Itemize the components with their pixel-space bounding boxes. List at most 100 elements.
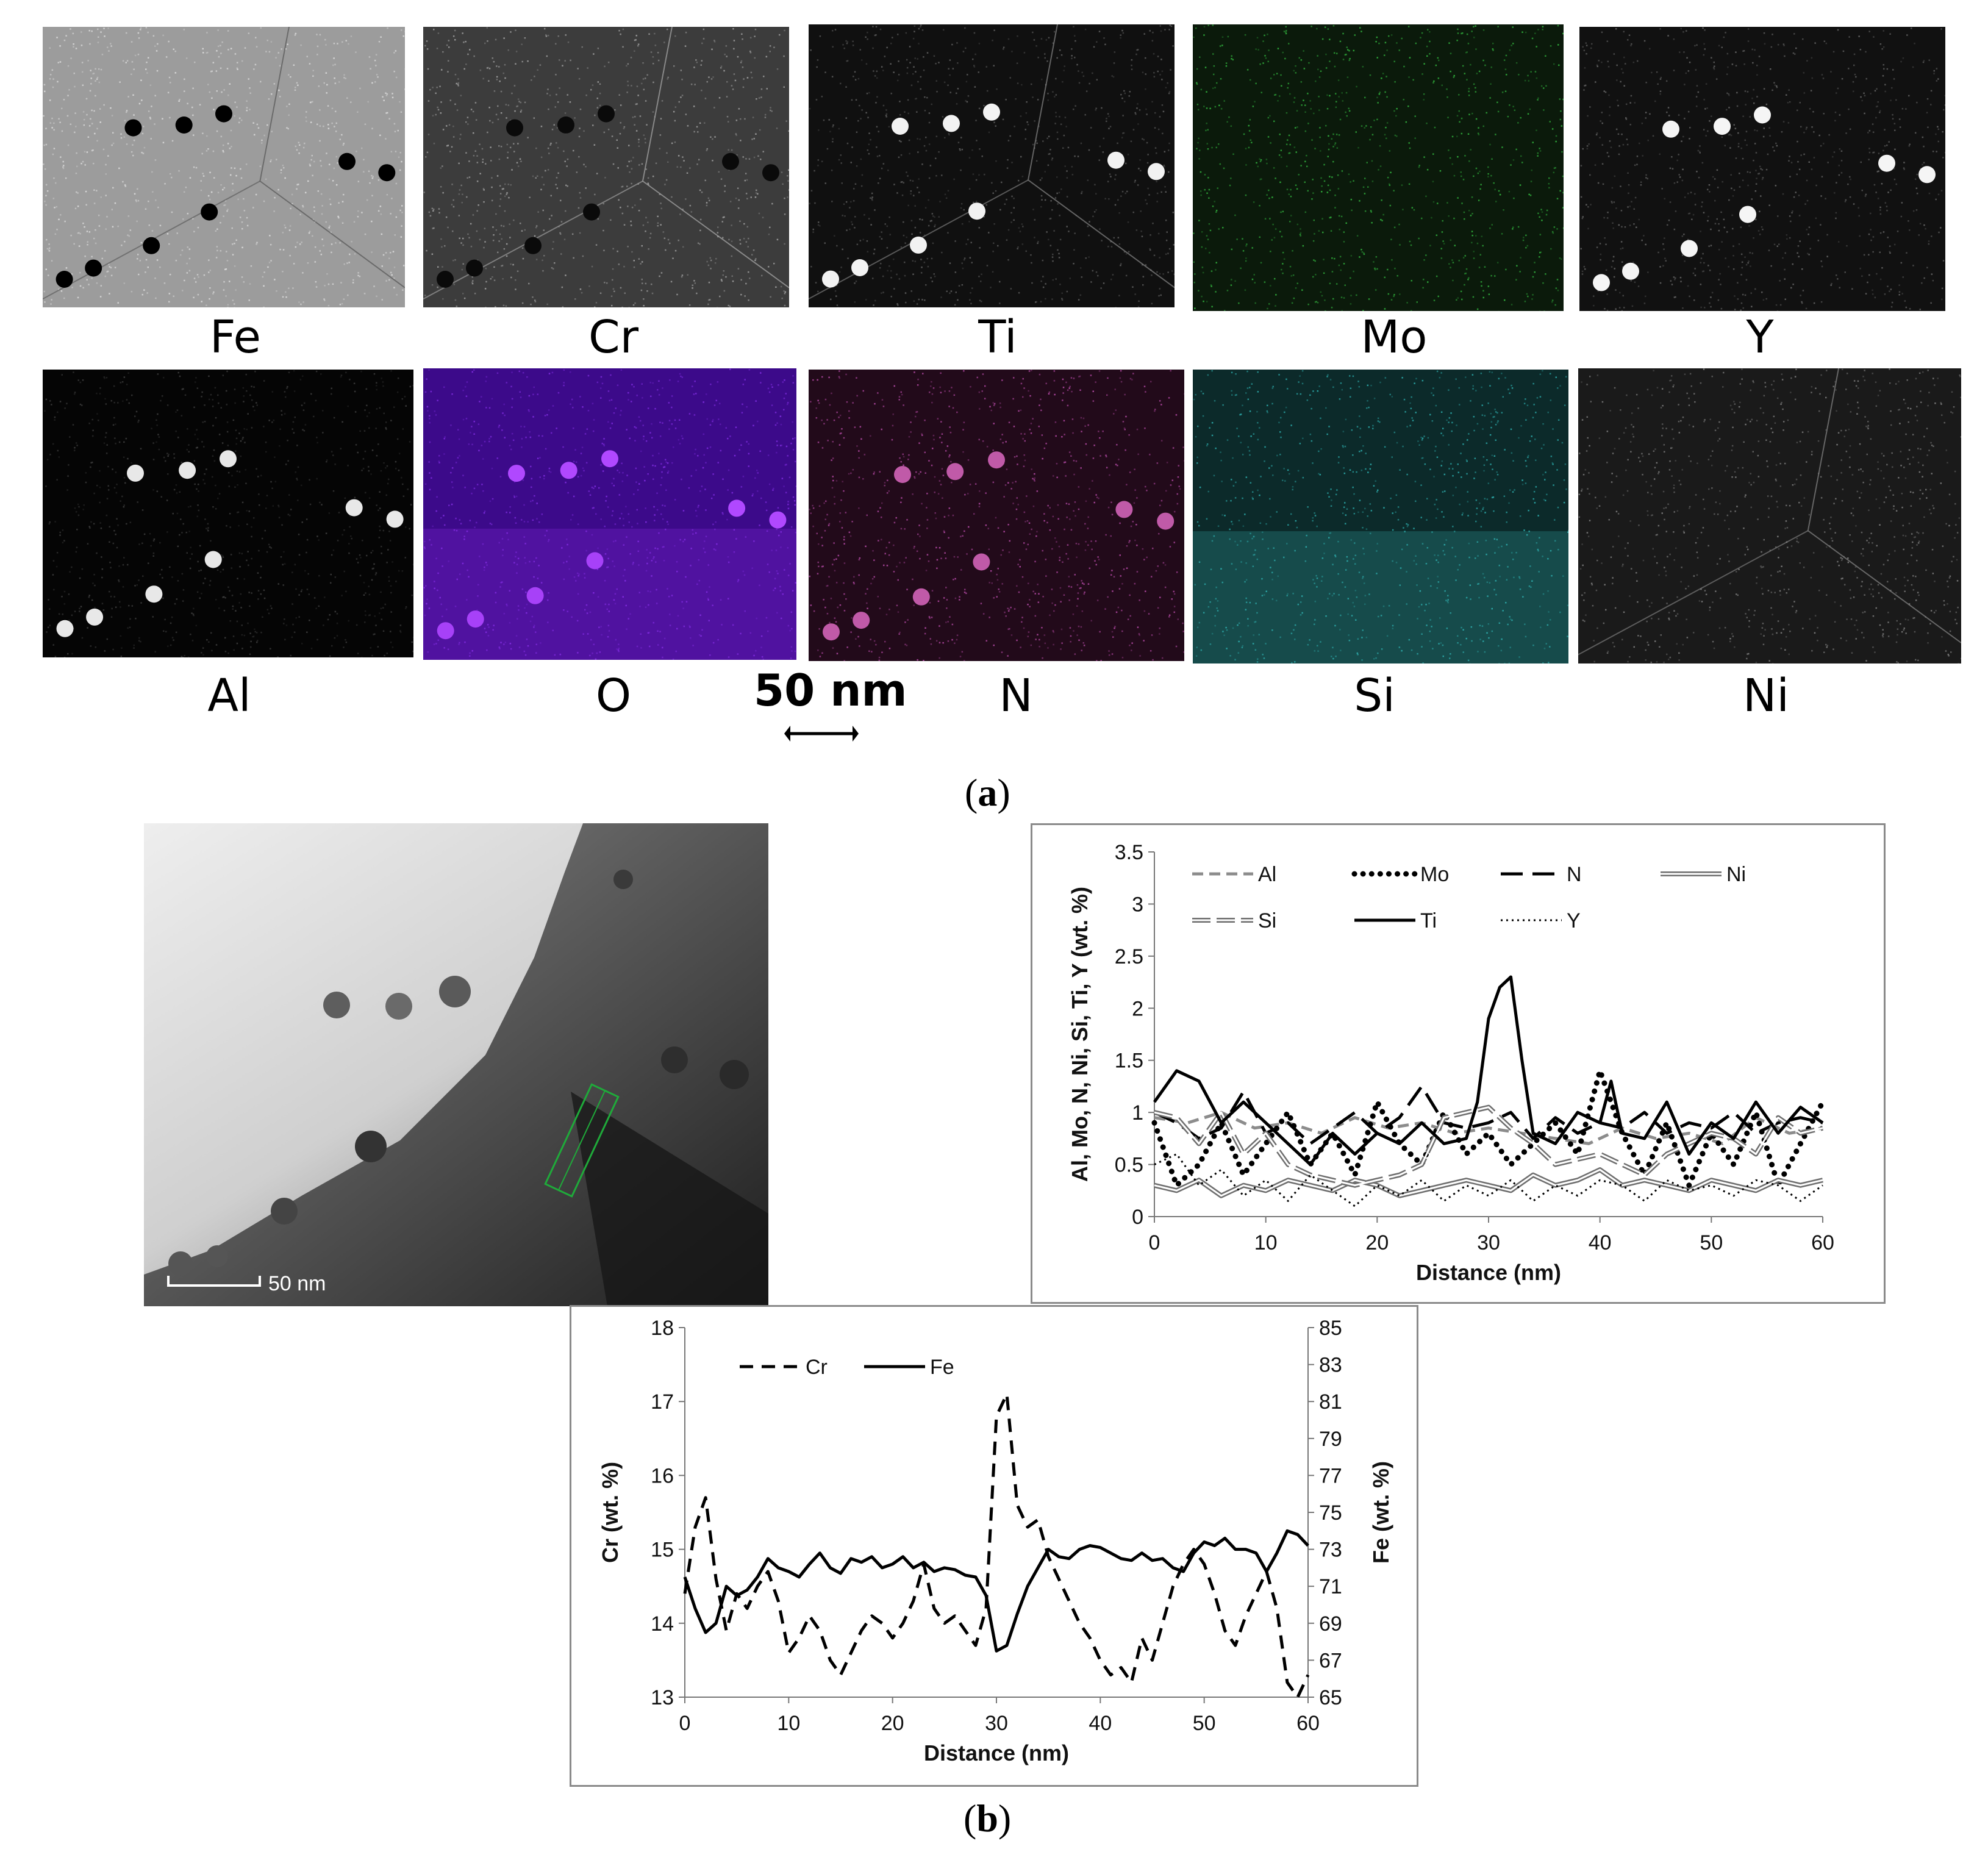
n-map-image — [809, 370, 1184, 661]
map-svg — [43, 27, 405, 307]
legend-label-ni: Ni — [1726, 863, 1746, 886]
element-label-al: Al — [207, 670, 251, 722]
scale-bar — [784, 726, 859, 742]
particle — [586, 552, 604, 570]
caption-close-paren: ) — [998, 1797, 1012, 1840]
particle — [601, 450, 618, 468]
particle — [437, 622, 454, 640]
cr-map-image — [423, 27, 789, 307]
particle — [988, 451, 1005, 469]
particle — [437, 271, 454, 288]
particle — [1157, 512, 1175, 530]
particle — [973, 553, 990, 571]
y-right-tick-label: 69 — [1319, 1612, 1342, 1636]
o-map-image — [423, 368, 796, 660]
caption-open-paren: ( — [965, 771, 978, 814]
particle — [853, 612, 870, 629]
element-label-ti: Ti — [978, 311, 1017, 363]
series-line-cr — [683, 1392, 1310, 1699]
y-tick-label: 16 — [651, 1464, 674, 1487]
fe-map-image — [43, 27, 405, 307]
map-svg — [43, 370, 413, 657]
al-map-image — [43, 370, 413, 657]
particle — [983, 103, 1000, 121]
y-tick-label: 18 — [651, 1317, 674, 1340]
y-right-tick-label: 73 — [1319, 1539, 1342, 1562]
particle — [386, 510, 404, 528]
legend-label-al: Al — [1258, 863, 1276, 886]
y-right-tick-label: 65 — [1319, 1686, 1342, 1709]
particle — [55, 271, 73, 288]
map-noise — [1580, 27, 1945, 311]
particle — [728, 499, 746, 517]
map-background — [1578, 368, 1961, 663]
y-axis-label: Al, Mo, N, Ni, Si, Ti, Y (wt. %) — [1067, 887, 1092, 1182]
chart-cr-fe: 13 14 15 16 17 18 65 67 69 71 73 75 77 79 81 83 85 0 10 20 3… — [570, 1305, 1418, 1787]
particle — [127, 464, 144, 482]
chart-cr-fe-svg: 13 14 15 16 17 18 65 67 69 71 73 75 77 79 81 83 85 0 10 20 3… — [598, 1317, 1393, 1765]
particle — [1662, 120, 1679, 138]
x-tick-label: 40 — [1089, 1712, 1112, 1735]
element-label-n: N — [999, 670, 1033, 722]
element-label-si: Si — [1354, 670, 1395, 722]
series-line-y — [1154, 1153, 1823, 1207]
particle — [1115, 501, 1133, 518]
map-noise — [809, 24, 1175, 307]
particle — [56, 620, 74, 637]
x-tick-label: 0 — [1149, 1231, 1160, 1254]
particle — [85, 259, 102, 277]
particle — [145, 585, 163, 603]
y-right-tick-label: 67 — [1319, 1649, 1342, 1672]
chart-minor-elements-svg: 0 0.5 1 1.5 2 2.5 3 3.5 0 10 20 30 40 50 60 Distance (n… — [1067, 841, 1834, 1285]
element-label-fe: Fe — [209, 311, 262, 363]
map-gradient — [423, 528, 796, 660]
particle — [526, 587, 544, 604]
chart-minor-elements: 0 0.5 1 1.5 2 2.5 3 3.5 0 10 20 30 40 50 60 Distance (n… — [1031, 823, 1886, 1304]
map-svg — [809, 24, 1175, 307]
y-tick-label: 14 — [651, 1612, 674, 1636]
map-gradient — [1193, 531, 1568, 663]
particle — [1754, 106, 1771, 124]
caption-open-paren: ( — [964, 1797, 977, 1840]
y-right-tick-label: 81 — [1319, 1390, 1342, 1414]
particle — [598, 105, 615, 123]
y-right-tick-label: 83 — [1319, 1354, 1342, 1377]
y-tick-label: 13 — [651, 1686, 674, 1709]
particle — [892, 118, 909, 135]
particle — [946, 463, 964, 481]
particle — [823, 623, 840, 641]
legend-label-si: Si — [1258, 909, 1276, 932]
particle — [1107, 151, 1125, 169]
y-tick-label: 0 — [1132, 1206, 1143, 1229]
x-tick-label: 60 — [1811, 1231, 1834, 1254]
particle — [968, 202, 985, 220]
particle — [175, 116, 193, 134]
series-line-si-inner — [1154, 1106, 1823, 1187]
x-tick-label: 40 — [1589, 1231, 1612, 1254]
map-svg — [809, 370, 1184, 661]
y-right-tick-label: 85 — [1319, 1317, 1342, 1340]
particle — [943, 115, 960, 132]
si-map-image — [1193, 370, 1568, 663]
tem-micrograph: 50 nm — [144, 823, 768, 1306]
panel-b: 50 nm 0 0.5 1 1.5 2 2.5 3 3.5 0 10 20 30 40 50 60 Dista… — [0, 823, 1988, 1849]
legend-label-ti: Ti — [1420, 909, 1437, 932]
particle — [1739, 206, 1756, 223]
particle — [822, 270, 839, 288]
particle — [345, 499, 363, 517]
particle — [560, 462, 577, 479]
particle — [508, 465, 525, 482]
particle — [1622, 262, 1639, 280]
caption-letter: b — [976, 1797, 998, 1840]
particle — [204, 551, 222, 568]
panel-a: Fe Cr Ti Mo Y Al O N Si Ni 50 nm (a) — [0, 0, 1988, 823]
particle — [378, 164, 396, 182]
y-tick-label: 1 — [1132, 1101, 1143, 1125]
x-tick-label: 30 — [1477, 1231, 1500, 1254]
series-line-fe — [683, 1529, 1309, 1653]
particle — [912, 588, 930, 606]
y-tick-label: 15 — [651, 1539, 674, 1562]
particle — [466, 259, 483, 277]
particle — [894, 466, 911, 484]
y-tick-label: 2.5 — [1115, 945, 1143, 968]
